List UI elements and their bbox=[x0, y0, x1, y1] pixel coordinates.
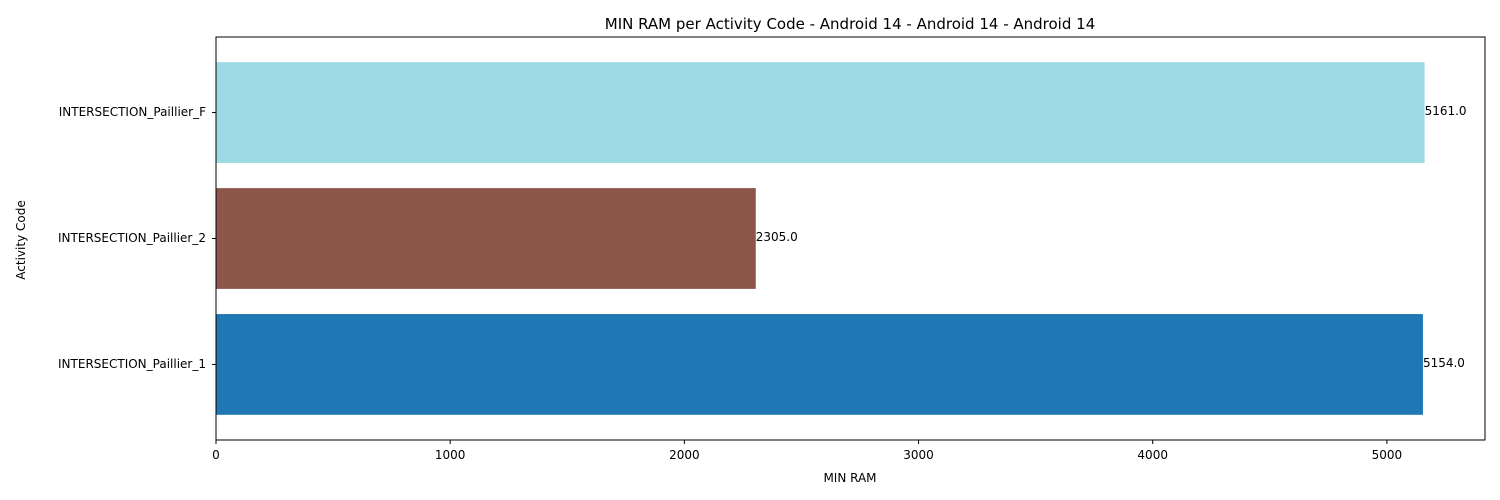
y-tick-label-3: INTERSECTION_Paillier_F bbox=[59, 105, 206, 119]
x-tick-label-4: 3000 bbox=[903, 448, 934, 462]
chart-title: MIN RAM per Activity Code - Android 14 -… bbox=[605, 15, 1095, 33]
data-label-1: 5154.0 bbox=[1423, 356, 1465, 370]
bar-3 bbox=[216, 62, 1425, 163]
x-tick-label-6: 5000 bbox=[1372, 448, 1403, 462]
x-tick-label-1: 0 bbox=[212, 448, 220, 462]
data-label-2: 2305.0 bbox=[756, 230, 798, 244]
data-label-3: 5161.0 bbox=[1425, 104, 1467, 118]
x-tick-label-3: 2000 bbox=[669, 448, 700, 462]
x-tick-label-5: 4000 bbox=[1137, 448, 1168, 462]
x-axis-label: MIN RAM bbox=[823, 471, 876, 485]
bar-1 bbox=[216, 314, 1423, 415]
bars-group bbox=[216, 62, 1425, 415]
x-axis-ticks: 0 1000 2000 3000 4000 5000 bbox=[212, 440, 1402, 462]
y-tick-label-2: INTERSECTION_Paillier_2 bbox=[58, 231, 206, 245]
data-labels-group: 5154.0 2305.0 5161.0 bbox=[756, 104, 1467, 370]
y-axis-ticks: INTERSECTION_Paillier_1 INTERSECTION_Pail… bbox=[58, 105, 216, 371]
y-axis-label: Activity Code bbox=[14, 200, 28, 279]
bar-2 bbox=[216, 188, 756, 289]
y-tick-label-1: INTERSECTION_Paillier_1 bbox=[58, 357, 206, 371]
x-tick-label-2: 1000 bbox=[435, 448, 466, 462]
